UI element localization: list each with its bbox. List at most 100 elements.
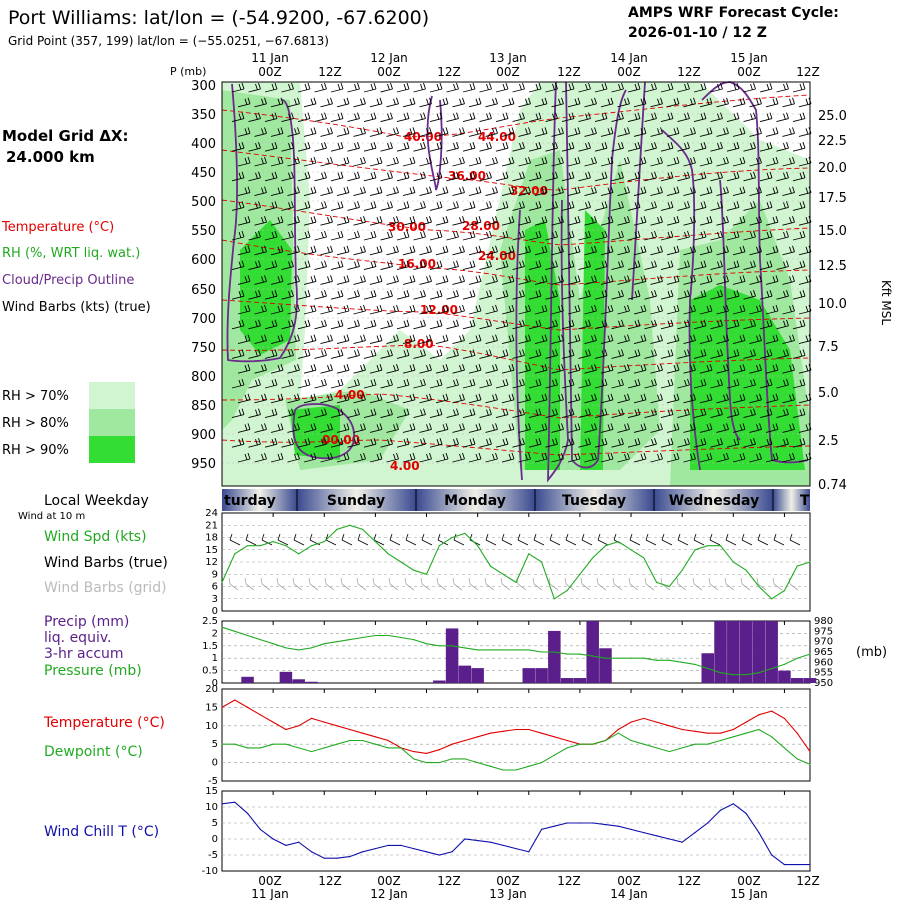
- wind-barb: [585, 143, 588, 150]
- y2-tick-label: 965: [814, 647, 833, 658]
- wind-barb: [244, 305, 248, 313]
- wind-barb: [462, 127, 465, 134]
- wind-barb: [753, 82, 756, 90]
- wind-barb: [518, 458, 531, 463]
- wind-barb: [390, 349, 393, 356]
- temperature-line-point: [502, 730, 504, 732]
- wind-barb: [396, 452, 399, 460]
- wind-barb: [765, 132, 779, 137]
- wind-barb: [743, 414, 756, 419]
- wind-barb: [446, 177, 459, 182]
- wind-barb: [288, 261, 291, 268]
- wind-barb: [468, 132, 482, 137]
- wind-barb: [241, 349, 245, 356]
- wind-barb: [756, 276, 759, 283]
- wind-barb: [303, 310, 317, 315]
- wind-barb: [390, 408, 393, 415]
- wind-barb-true: [757, 539, 769, 546]
- wind-barb: [423, 260, 426, 267]
- wind-barb: [288, 202, 291, 209]
- wind-barb: [687, 290, 690, 297]
- wind-barb: [244, 276, 248, 283]
- wind-barb: [291, 230, 294, 238]
- wind-barb: [486, 409, 489, 416]
- wind-barb: [346, 452, 350, 460]
- wind-barb: [545, 354, 558, 359]
- wind-barb: [766, 231, 770, 239]
- wind-barb: [508, 157, 512, 165]
- wind-barb: [541, 217, 545, 224]
- wind-barb: [303, 221, 317, 226]
- temperature-line-point: [438, 749, 440, 751]
- wind-barb: [766, 202, 770, 209]
- wind-barb: [241, 142, 245, 149]
- wind-barb-true: [741, 539, 753, 546]
- wind-barb: [231, 266, 245, 271]
- wind-barb: [644, 236, 657, 241]
- wind-barb: [387, 320, 390, 327]
- wind-barb: [765, 399, 779, 404]
- wind-barb: [327, 394, 330, 401]
- wind-barb: [379, 216, 383, 223]
- wind-barb: [453, 439, 456, 446]
- wind-barb: [376, 305, 380, 313]
- wind-barb: [244, 217, 248, 224]
- wind-barb: [525, 246, 528, 253]
- wind-barb: [742, 97, 746, 104]
- wind-barb: [508, 335, 512, 342]
- wind-barb: [522, 201, 525, 208]
- wind-barb: [277, 453, 281, 461]
- wind-barb: [561, 423, 564, 430]
- wind-barb-grid: [629, 583, 639, 591]
- wind-barb: [693, 156, 696, 164]
- rh80-label: RH > 80%: [2, 416, 69, 431]
- wind-speed-line-point: [413, 569, 415, 571]
- wind-barb: [792, 206, 806, 211]
- wind-barb: [402, 162, 416, 167]
- wind-barb: [406, 201, 410, 208]
- wind-barb: [304, 202, 308, 209]
- wind-barb: [512, 295, 525, 300]
- wind-barb: [574, 335, 578, 342]
- wind-barb: [270, 340, 284, 345]
- wind-barb: [340, 112, 344, 119]
- wind-barb: [519, 143, 522, 150]
- wind-barb: [584, 280, 597, 285]
- windchill-line-point: [400, 844, 402, 847]
- wind-barb: [522, 378, 525, 386]
- dewpoint-line-point: [528, 765, 530, 767]
- model-grid-value: 24.000 km: [6, 148, 95, 166]
- wind-barb: [541, 365, 545, 372]
- wind-barb: [270, 369, 284, 374]
- wind-barb: [690, 394, 693, 401]
- wind-barb: [485, 369, 498, 374]
- precip-label: Precip (mm): [44, 614, 129, 630]
- wind-barb: [799, 379, 803, 387]
- wind-barb: [442, 98, 446, 105]
- weekday-cell: [535, 489, 654, 511]
- wind-barb: [670, 408, 674, 415]
- wind-barb: [769, 112, 773, 119]
- wind-barb: [502, 113, 506, 120]
- wind-barb: [237, 310, 251, 315]
- wind-barb: [271, 143, 275, 150]
- wind-barb: [765, 251, 779, 256]
- wind-barb: [327, 335, 330, 342]
- wind-barb: [633, 310, 647, 315]
- wind-barb: [742, 364, 746, 371]
- wind-barb: [736, 319, 740, 326]
- wind-barb: [346, 423, 350, 430]
- wind-barb-true: [533, 539, 545, 546]
- wind-barb: [567, 310, 581, 315]
- wind-barb: [258, 82, 261, 90]
- wind-barb: [270, 162, 284, 167]
- wind-barb: [568, 143, 572, 150]
- wind-barb: [231, 384, 245, 389]
- wind-barb: [601, 83, 605, 91]
- wind-barb: [373, 201, 377, 208]
- wind-barb: [380, 414, 393, 419]
- wind-barb: [726, 206, 740, 211]
- wind-barb: [502, 143, 506, 150]
- wind-barb: [561, 452, 564, 460]
- wind-barb: [238, 231, 242, 239]
